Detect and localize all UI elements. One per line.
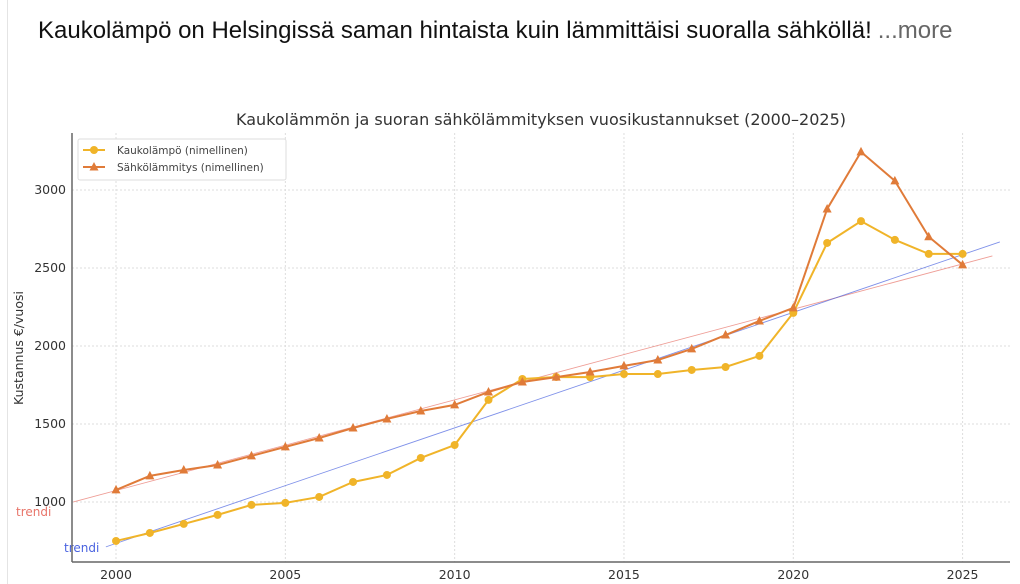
data-point <box>213 459 223 469</box>
series-line-sahkolammitys <box>115 150 964 491</box>
legend-marker <box>90 146 98 154</box>
y-axis-label: Kustannus €/vuosi <box>11 291 26 405</box>
data-point <box>788 302 798 312</box>
legend-box <box>77 138 287 181</box>
legend-label: Sähkölämmitys (nimellinen) <box>117 162 264 174</box>
data-point <box>484 395 493 404</box>
data-point <box>450 399 460 409</box>
data-point <box>145 528 154 537</box>
data-point <box>754 315 764 325</box>
data-point <box>958 249 967 258</box>
data-point <box>246 450 256 460</box>
trendline-label: trendi <box>16 505 51 519</box>
y-tick-label: 1000 <box>34 494 66 509</box>
data-point <box>958 259 968 269</box>
data-point <box>213 510 222 519</box>
x-tick-label: 2015 <box>608 567 640 582</box>
data-point <box>280 441 290 451</box>
data-point <box>145 470 155 480</box>
data-point <box>315 492 324 501</box>
data-point <box>179 464 189 474</box>
data-point <box>619 360 629 370</box>
data-point <box>551 372 561 381</box>
y-tick-label: 3000 <box>34 182 66 197</box>
chart-title: Kaukolämmön ja suoran sähkölämmityksen v… <box>236 110 846 129</box>
data-point <box>857 217 866 226</box>
data-point <box>416 405 426 415</box>
x-tick-label: 2010 <box>439 567 471 582</box>
data-point <box>823 238 832 247</box>
data-point <box>856 146 866 156</box>
legend: Kaukolämpö (nimellinen) Sähkölämmitys (ni… <box>77 138 287 181</box>
data-point <box>924 249 933 258</box>
data-point <box>517 376 527 386</box>
data-point <box>382 413 392 423</box>
data-point <box>382 470 391 479</box>
data-point <box>348 422 358 432</box>
data-point <box>822 203 832 213</box>
x-tick-label: 2025 <box>947 567 979 582</box>
data-point <box>924 231 934 241</box>
data-point <box>755 351 764 360</box>
data-point <box>585 366 595 376</box>
data-point <box>653 370 662 379</box>
x-tick-label: 2020 <box>777 567 809 582</box>
post-text-block: Kaukolämpö on Helsingissä saman hintaist… <box>38 10 998 51</box>
data-point <box>484 386 494 396</box>
data-point <box>653 354 663 364</box>
data-point <box>416 453 425 462</box>
data-point <box>450 441 459 449</box>
data-point <box>619 370 628 379</box>
trendline-label: trendi <box>64 541 99 555</box>
data-point <box>349 477 358 486</box>
data-point <box>687 365 696 374</box>
data-point <box>111 484 121 494</box>
post-left-border <box>7 0 8 584</box>
data-point <box>112 536 121 545</box>
data-point <box>687 343 697 353</box>
series-line-kaukolampo <box>115 219 963 542</box>
data-point <box>179 519 188 528</box>
trendline <box>105 241 1000 548</box>
data-point <box>890 235 899 244</box>
post-text: Kaukolämpö on Helsingissä saman hintaist… <box>38 17 872 44</box>
y-tick-label: 1500 <box>34 416 66 431</box>
legend-label: Kaukolämpö (nimellinen) <box>117 145 248 157</box>
data-point <box>721 363 730 371</box>
x-tick-label: 2000 <box>100 567 132 582</box>
data-point <box>721 330 731 339</box>
x-tick-label: 2005 <box>269 567 301 582</box>
y-tick-label: 2000 <box>34 338 66 353</box>
data-point <box>890 175 900 185</box>
y-tick-label: 2500 <box>34 260 66 275</box>
data-point <box>314 432 324 442</box>
more-link[interactable]: ...more <box>877 17 953 44</box>
data-point <box>247 500 256 509</box>
legend-marker <box>89 162 99 171</box>
data-point <box>281 498 290 507</box>
